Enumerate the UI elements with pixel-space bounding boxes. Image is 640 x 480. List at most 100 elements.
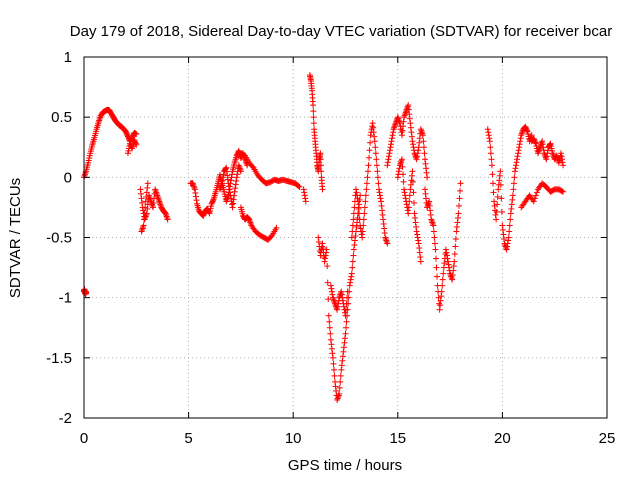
data-point bbox=[409, 141, 416, 148]
data-point bbox=[452, 243, 459, 250]
data-point bbox=[339, 297, 346, 304]
data-point bbox=[329, 350, 336, 357]
data-point bbox=[390, 126, 397, 133]
data-point bbox=[417, 126, 424, 133]
data-point bbox=[364, 168, 371, 175]
data-point bbox=[138, 195, 145, 202]
data-point bbox=[155, 195, 162, 202]
data-point bbox=[455, 202, 462, 209]
data-point bbox=[451, 251, 458, 258]
data-point bbox=[330, 360, 337, 367]
data-point bbox=[225, 180, 232, 187]
data-point bbox=[382, 234, 389, 241]
data-point bbox=[406, 111, 413, 118]
data-point bbox=[360, 222, 367, 229]
data-point bbox=[223, 168, 230, 175]
data-point bbox=[152, 187, 159, 194]
data-point bbox=[417, 258, 424, 265]
data-point bbox=[341, 339, 348, 346]
data-point bbox=[82, 169, 89, 176]
data-point bbox=[509, 192, 516, 199]
data-point bbox=[350, 216, 357, 223]
data-point bbox=[486, 135, 493, 142]
data-point bbox=[223, 196, 230, 203]
data-point bbox=[447, 270, 454, 277]
data-point bbox=[139, 199, 146, 206]
data-point bbox=[346, 282, 353, 289]
data-point bbox=[347, 276, 354, 283]
data-point bbox=[446, 264, 453, 271]
data-point bbox=[402, 195, 409, 202]
data-point bbox=[420, 138, 427, 145]
data-point bbox=[384, 240, 391, 247]
data-point bbox=[227, 177, 234, 184]
data-point bbox=[557, 150, 564, 157]
data-point bbox=[350, 252, 357, 259]
data-point bbox=[424, 174, 431, 181]
data-point bbox=[500, 231, 507, 238]
data-point bbox=[310, 114, 317, 121]
data-point bbox=[406, 198, 413, 205]
data-point bbox=[223, 164, 230, 171]
data-point bbox=[424, 204, 431, 211]
data-point bbox=[133, 141, 140, 148]
data-point bbox=[406, 115, 413, 122]
data-point bbox=[229, 171, 236, 178]
x-tick-label: 20 bbox=[494, 430, 511, 447]
data-point bbox=[142, 204, 149, 211]
x-tick-labels: 0 5 10 15 20 25 bbox=[80, 430, 616, 447]
data-point bbox=[139, 226, 146, 233]
data-point bbox=[395, 168, 402, 175]
data-point bbox=[332, 378, 339, 385]
data-point bbox=[433, 264, 440, 271]
data-point bbox=[333, 305, 340, 312]
data-point bbox=[434, 273, 441, 280]
data-point bbox=[436, 300, 443, 307]
data-point bbox=[348, 234, 355, 241]
data-point bbox=[409, 178, 416, 185]
data-point bbox=[401, 114, 408, 121]
data-point bbox=[415, 147, 422, 154]
data-point bbox=[491, 198, 498, 205]
data-point bbox=[341, 335, 348, 342]
data-point bbox=[495, 186, 502, 193]
x-tick-label: 10 bbox=[285, 430, 302, 447]
data-point bbox=[497, 168, 504, 175]
data-point bbox=[82, 171, 89, 178]
data-point bbox=[426, 198, 433, 205]
data-point bbox=[372, 150, 379, 157]
data-point bbox=[138, 190, 145, 197]
data-point bbox=[341, 309, 348, 316]
data-point bbox=[310, 108, 317, 115]
data-point bbox=[392, 121, 399, 128]
data-point bbox=[486, 138, 493, 145]
data-point bbox=[81, 172, 88, 179]
data-point bbox=[150, 204, 157, 211]
data-point bbox=[414, 153, 421, 160]
data-point bbox=[559, 188, 566, 195]
data-point bbox=[401, 189, 408, 196]
data-point bbox=[365, 162, 372, 169]
data-point bbox=[154, 193, 161, 200]
data-point bbox=[222, 165, 229, 172]
data-point bbox=[517, 138, 524, 145]
data-point bbox=[373, 162, 380, 169]
data-point bbox=[508, 205, 515, 212]
data-point bbox=[412, 219, 419, 226]
data-point bbox=[405, 102, 412, 109]
data-point bbox=[340, 348, 347, 355]
data-point bbox=[396, 165, 403, 172]
data-point bbox=[334, 395, 341, 402]
data-point bbox=[361, 210, 368, 217]
data-point bbox=[389, 132, 396, 139]
data-point bbox=[352, 232, 359, 239]
data-point bbox=[330, 366, 337, 373]
data-point bbox=[421, 156, 428, 163]
data-point bbox=[517, 135, 524, 142]
data-point bbox=[539, 141, 546, 148]
data-point bbox=[428, 216, 435, 223]
data-point bbox=[505, 237, 512, 244]
data-point bbox=[431, 234, 438, 241]
data-point bbox=[148, 201, 155, 208]
data-point bbox=[329, 291, 336, 298]
